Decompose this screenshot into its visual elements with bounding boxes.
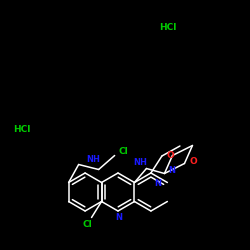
- Text: NH: NH: [134, 158, 147, 167]
- Text: N: N: [116, 212, 122, 222]
- Text: HCl: HCl: [159, 22, 177, 32]
- Text: O: O: [190, 157, 197, 166]
- Text: O: O: [167, 150, 175, 160]
- Text: Cl: Cl: [83, 220, 92, 229]
- Text: N: N: [154, 179, 161, 188]
- Text: Cl: Cl: [119, 147, 128, 156]
- Text: HCl: HCl: [13, 126, 31, 134]
- Text: NH: NH: [87, 155, 101, 164]
- Text: N: N: [168, 166, 175, 175]
